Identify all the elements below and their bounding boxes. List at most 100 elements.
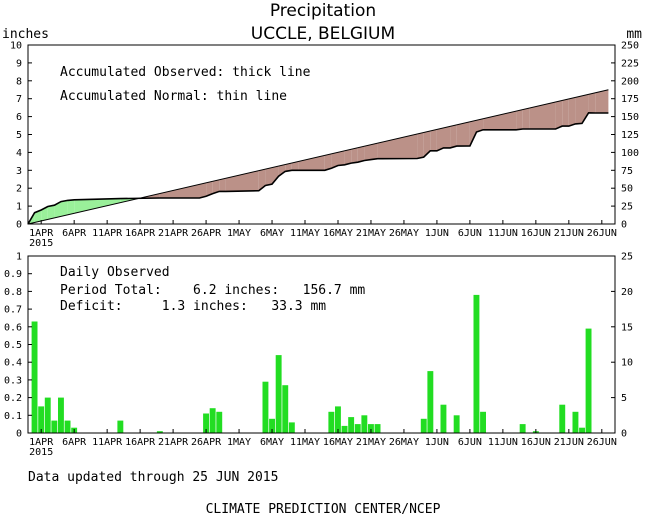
deficit-fill [555,100,563,129]
y-tick-label: 0.2 [4,393,22,404]
deficit-fill [562,98,569,127]
deficit-fill [212,179,220,194]
deficit-fill [344,149,352,165]
deficit-fill [364,144,371,161]
daily-bar [44,397,51,433]
normal-line [27,89,609,225]
daily-bar [209,408,216,433]
deficit-fill [291,161,299,171]
x-tick-label: 11JUN [488,437,518,448]
x-tick-label: 6JUN [458,437,482,448]
x-tick-label: 21JUN [554,228,584,239]
daily-bar [361,415,368,433]
deficit-fill [588,92,596,113]
daily-bar [453,415,460,433]
surplus-fill [41,206,48,221]
data-updated-note: Data updated through 25 JUN 2015 [28,470,278,485]
deficit-fill [595,89,609,113]
y-right-tick-label: 150 [621,112,639,123]
y-tick-label: 0.6 [4,322,22,333]
deficit-fill [417,132,424,159]
surplus-fill [47,205,55,220]
deficit-fill [436,127,444,151]
daily-bar [64,420,71,433]
y-right-tick-label: 25 [621,202,633,213]
x-tick-label: 11MAY [290,437,320,448]
daily-bar [328,411,335,433]
y-tick-label: 0.5 [4,340,22,351]
deficit-fill [159,184,200,198]
deficit-fill [529,102,556,129]
x-tick-label: 16JUN [521,437,551,448]
y-tick-label: 0.3 [4,375,22,386]
surplus-fill [34,210,42,223]
daily-panel: 00.10.20.30.40.50.60.70.80.9105101520251… [4,252,633,459]
daily-bar [579,427,585,433]
deficit-fill [371,143,378,160]
deficit-fill [219,178,226,192]
deficit-fill [450,124,457,148]
x-tick-label: 26APR [191,437,222,448]
x-tick-label: 16MAY [323,228,353,239]
deficit-note: Deficit: 1.3 inches: 33.3 mm [60,299,326,314]
deficit-fill [575,95,582,124]
x-tick-label: 26JUN [587,228,617,239]
normal-legend-note: Accumulated Normal: thin line [60,89,287,104]
daily-bar [354,424,361,433]
daily-bar [156,431,163,433]
daily-observed-note: Daily Observed [60,265,170,280]
y-right-tick-label: 25 [621,252,633,263]
deficit-fill [582,94,589,124]
deficit-fill [324,153,332,171]
x-tick-label: 16APR [125,437,156,448]
left-unit-label: inches [2,27,49,42]
y-right-tick-label: 50 [621,184,633,195]
x-tick-label: 1JUN [425,228,449,239]
x-tick-label: 6JUN [458,228,482,239]
x-tick-label: 16JUN [521,228,551,239]
daily-bar [368,424,374,433]
daily-bar [420,418,427,433]
deficit-fill [568,97,576,127]
daily-bar [374,424,381,433]
deficit-fill [225,170,259,192]
deficit-fill [338,150,345,166]
y-tick-label: 5 [16,130,22,141]
daily-bar [473,294,480,433]
x-tick-label: 16APR [125,228,156,239]
x-tick-label: 21JUN [554,437,584,448]
y-tick-label: 1 [16,252,22,263]
deficit-fill [298,155,325,171]
daily-bar [585,328,592,433]
chart-subtitle: UCCLE, BELGIUM [251,24,395,44]
daily-bar [282,385,289,433]
x-tick-label: 1MAY [227,228,251,239]
y-tick-label: 0.9 [4,269,22,280]
deficit-fill [258,169,266,191]
daily-bar [341,425,348,433]
y-tick-label: 0 [16,429,22,440]
y-tick-label: 0.4 [4,358,22,369]
y-right-tick-label: 0 [621,220,627,231]
y-tick-label: 0.1 [4,411,22,422]
x-tick-label: 1MAY [227,437,251,448]
deficit-fill [443,126,451,148]
deficit-fill [423,130,431,158]
right-unit-label: mm [626,27,642,42]
x-tick-label: 6APR [62,437,87,448]
x-tick-label: 16MAY [323,437,353,448]
x-year-label: 2015 [29,238,53,249]
chart-title: Precipitation [270,1,376,21]
y-right-tick-label: 225 [621,58,639,69]
y-tick-label: 0.8 [4,287,22,298]
y-right-tick-label: 175 [621,94,639,105]
x-tick-label: 21APR [158,228,189,239]
y-tick-label: 0 [16,220,22,231]
y-right-tick-label: 125 [621,130,639,141]
x-tick-label: 1APR [29,437,54,448]
daily-bar [51,420,58,433]
x-tick-label: 26JUN [587,437,617,448]
deficit-fill [285,163,292,172]
daily-bar [269,418,275,433]
